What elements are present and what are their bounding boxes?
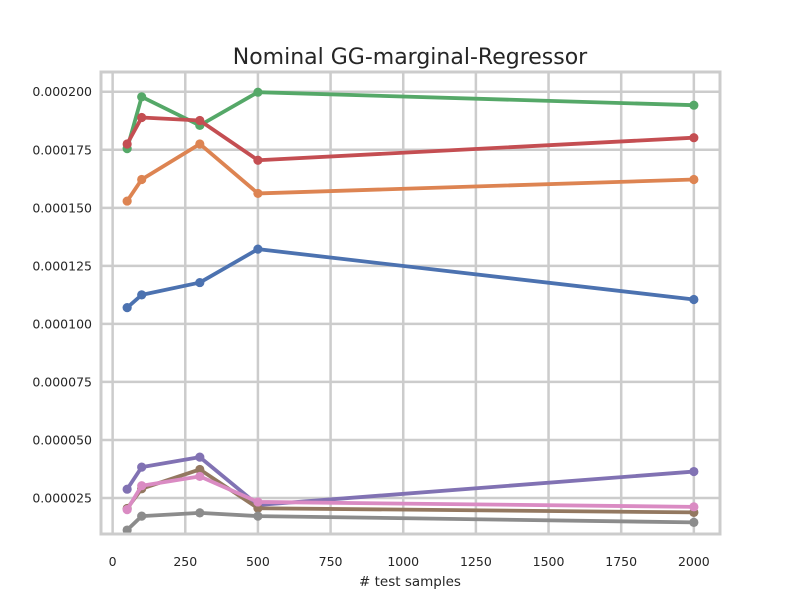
series-2	[122, 139, 699, 206]
data-point	[689, 517, 699, 527]
data-point	[253, 497, 263, 507]
series-8	[122, 508, 699, 535]
series-7	[122, 471, 699, 515]
x-tick-label: 2000	[678, 554, 710, 569]
data-point	[122, 139, 132, 149]
data-point	[122, 484, 132, 494]
data-point	[122, 196, 132, 206]
y-tick-label: 0.000100	[32, 316, 92, 331]
x-tick-label: 250	[173, 554, 197, 569]
series-3	[122, 87, 699, 154]
x-tick-labels: 0 250 500 750 1000 1250 1500 1750 2000	[109, 554, 710, 569]
data-point	[122, 303, 132, 313]
data-point	[689, 502, 699, 512]
data-point	[195, 452, 205, 462]
chart-title: Nominal GG-marginal-Regressor	[233, 45, 588, 70]
x-axis-label: # test samples	[359, 574, 461, 590]
y-tick-label: 0.000200	[32, 84, 92, 99]
data-point	[253, 188, 263, 199]
data-point	[137, 174, 147, 185]
data-point	[137, 290, 147, 300]
y-tick-labels: 0.000025 0.000050 0.000075 0.000100 0.000125…	[32, 84, 92, 505]
data-point	[689, 466, 699, 477]
data-point	[253, 244, 263, 254]
data-point	[122, 525, 132, 535]
data-point	[253, 155, 263, 165]
data-point	[689, 294, 699, 305]
y-tick-label: 0.000075	[32, 374, 92, 389]
data-point	[195, 508, 205, 518]
data-point	[195, 115, 205, 126]
data-point	[137, 481, 147, 491]
data-point	[137, 462, 147, 472]
y-tick-label: 0.000025	[32, 491, 92, 506]
x-tick-label: 750	[319, 554, 343, 569]
data-point	[689, 174, 699, 185]
series-lines	[122, 87, 699, 535]
x-tick-label: 1750	[605, 554, 637, 569]
data-point	[195, 139, 205, 149]
x-tick-label: 0	[109, 554, 117, 569]
y-tick-label: 0.000150	[32, 200, 92, 215]
x-tick-label: 1000	[387, 554, 419, 569]
x-tick-label: 500	[246, 554, 270, 569]
data-point	[195, 464, 205, 475]
y-tick-label: 0.000125	[32, 258, 92, 273]
plot-frame	[99, 70, 722, 536]
x-tick-label: 1500	[533, 554, 565, 569]
series-4	[122, 112, 699, 165]
data-point	[689, 133, 699, 143]
data-point	[137, 511, 147, 521]
data-point	[253, 511, 263, 521]
data-point	[195, 471, 205, 482]
data-point	[137, 112, 147, 123]
data-point	[137, 92, 147, 102]
y-tick-label: 0.000050	[32, 432, 92, 447]
x-tick-label: 1250	[460, 554, 492, 569]
data-point	[253, 87, 263, 97]
data-point	[689, 100, 699, 110]
series-1	[122, 244, 699, 313]
y-tick-label: 0.000175	[32, 142, 92, 157]
data-point	[195, 277, 205, 288]
data-point	[122, 505, 132, 515]
